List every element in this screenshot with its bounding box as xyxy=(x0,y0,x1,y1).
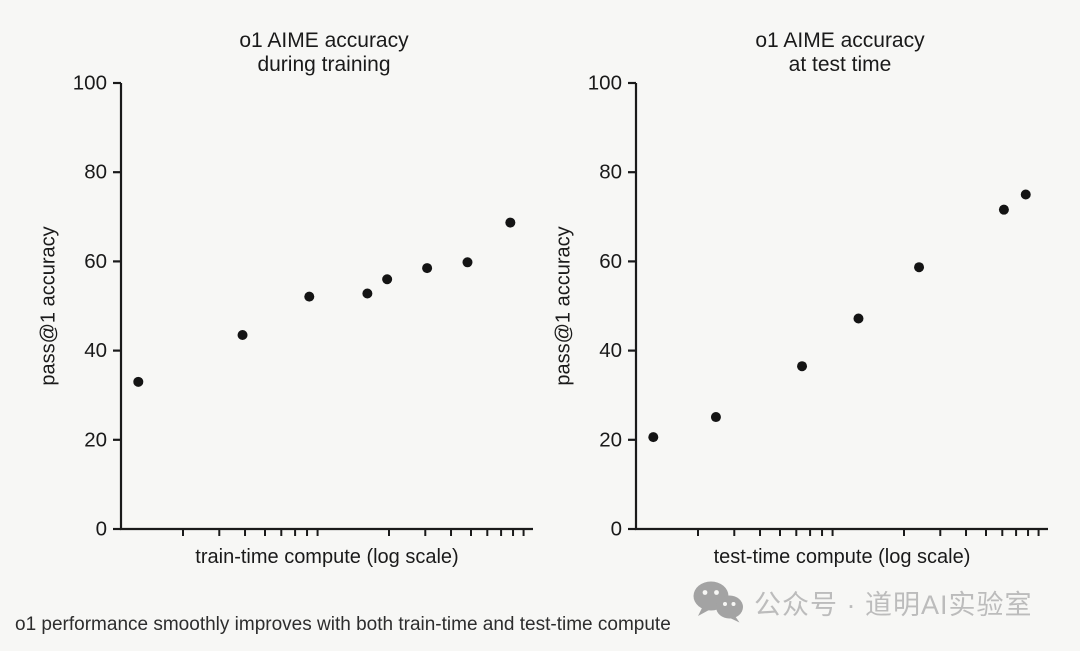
data-point xyxy=(362,288,373,299)
y-tick-label: 80 xyxy=(599,161,622,184)
data-point xyxy=(133,376,144,387)
data-point xyxy=(422,263,433,274)
data-point xyxy=(237,329,248,340)
y-tick-label: 20 xyxy=(84,428,107,451)
y-tick-label: 100 xyxy=(588,72,622,95)
right-chart-xlabel: test-time compute (log scale) xyxy=(713,546,971,568)
left-chart: 0 20 40 60 80 100 xyxy=(73,72,533,541)
data-point xyxy=(853,313,864,324)
y-tick-label: 60 xyxy=(84,250,107,273)
data-point xyxy=(462,257,473,268)
y-tick-label: 0 xyxy=(611,518,622,541)
data-point xyxy=(797,361,808,372)
left-chart-title-line2: during training xyxy=(257,53,391,76)
left-chart-xlabel: train-time compute (log scale) xyxy=(195,546,459,568)
y-tick-label: 100 xyxy=(73,72,107,95)
left-chart-title-line1: o1 AIME accuracy xyxy=(239,29,409,52)
data-point xyxy=(304,291,315,302)
left-chart-ylabel: pass@1 accuracy xyxy=(37,226,60,386)
figure-caption: o1 performance smoothly improves with bo… xyxy=(15,614,671,635)
right-chart-title: o1 AIME accuracy at test time xyxy=(755,29,924,77)
y-tick-label: 60 xyxy=(599,250,622,273)
axis-spine xyxy=(634,83,1048,531)
data-point xyxy=(998,204,1009,215)
y-tick-label: 20 xyxy=(599,428,622,451)
data-point xyxy=(505,217,516,228)
wechat-icon xyxy=(692,581,744,623)
axis-spine xyxy=(119,83,533,531)
watermark: 公众号 · 道明AI实验室 xyxy=(692,581,1033,623)
y-tick-label: 40 xyxy=(84,339,107,362)
data-point xyxy=(914,262,925,273)
right-chart-ylabel: pass@1 accuracy xyxy=(552,226,575,386)
right-chart-title-line2: at test time xyxy=(788,53,892,76)
data-point xyxy=(382,274,393,285)
left-chart-title: o1 AIME accuracy during training xyxy=(239,29,408,77)
y-tick-label: 40 xyxy=(599,339,622,362)
watermark-text: 公众号 · 道明AI实验室 xyxy=(754,589,1033,620)
right-chart-title-line1: o1 AIME accuracy xyxy=(755,29,925,52)
y-tick-label: 80 xyxy=(84,161,107,184)
y-tick-label: 0 xyxy=(96,518,107,541)
data-point xyxy=(710,412,721,423)
right-chart: 0 20 40 60 80 100 xyxy=(588,72,1048,541)
data-point xyxy=(1020,189,1031,200)
data-point xyxy=(648,432,659,443)
